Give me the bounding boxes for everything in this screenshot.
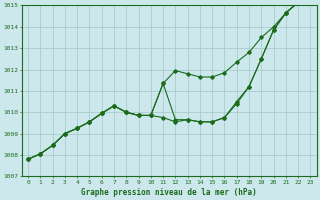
X-axis label: Graphe pression niveau de la mer (hPa): Graphe pression niveau de la mer (hPa) bbox=[81, 188, 257, 197]
